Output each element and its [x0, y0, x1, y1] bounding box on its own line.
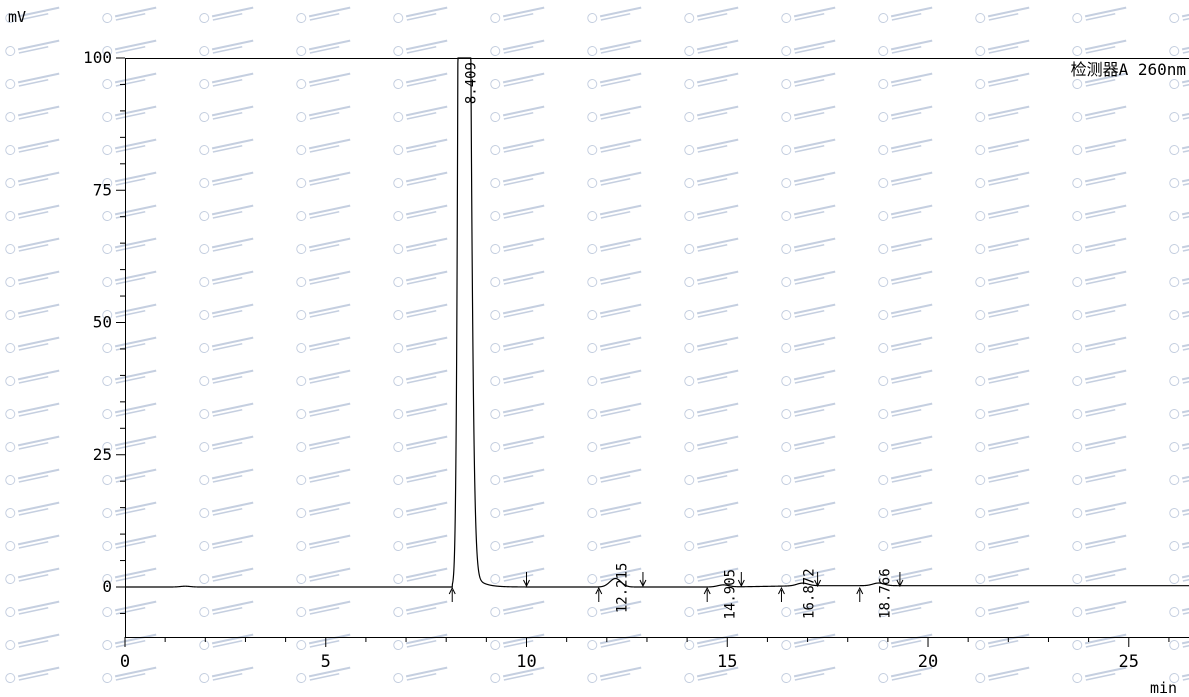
x-tick-label: 25: [1119, 652, 1139, 672]
y-axis-unit-label: mV: [8, 8, 26, 26]
peak-label: 16.872: [801, 568, 817, 619]
y-tick-label: 75: [93, 180, 112, 199]
x-tick-label: 20: [918, 652, 938, 672]
peak-label: 12.215: [614, 563, 630, 614]
peak-label: 18.766: [877, 568, 893, 619]
y-tick-label: 25: [93, 445, 112, 464]
x-tick-label: 5: [321, 652, 331, 672]
peak-label: 8.409: [464, 62, 480, 104]
peak-label: 14.905: [722, 569, 738, 620]
y-tick-label: 50: [93, 313, 112, 332]
detector-label: 检测器A 260nm: [1071, 60, 1186, 79]
y-tick-label: 0: [102, 577, 112, 596]
x-tick-label: 10: [516, 652, 536, 672]
y-tick-label: 100: [83, 48, 112, 67]
x-tick-label: 15: [717, 652, 737, 672]
x-tick-label: 0: [120, 652, 130, 672]
x-axis-unit-label: min: [1150, 679, 1177, 697]
